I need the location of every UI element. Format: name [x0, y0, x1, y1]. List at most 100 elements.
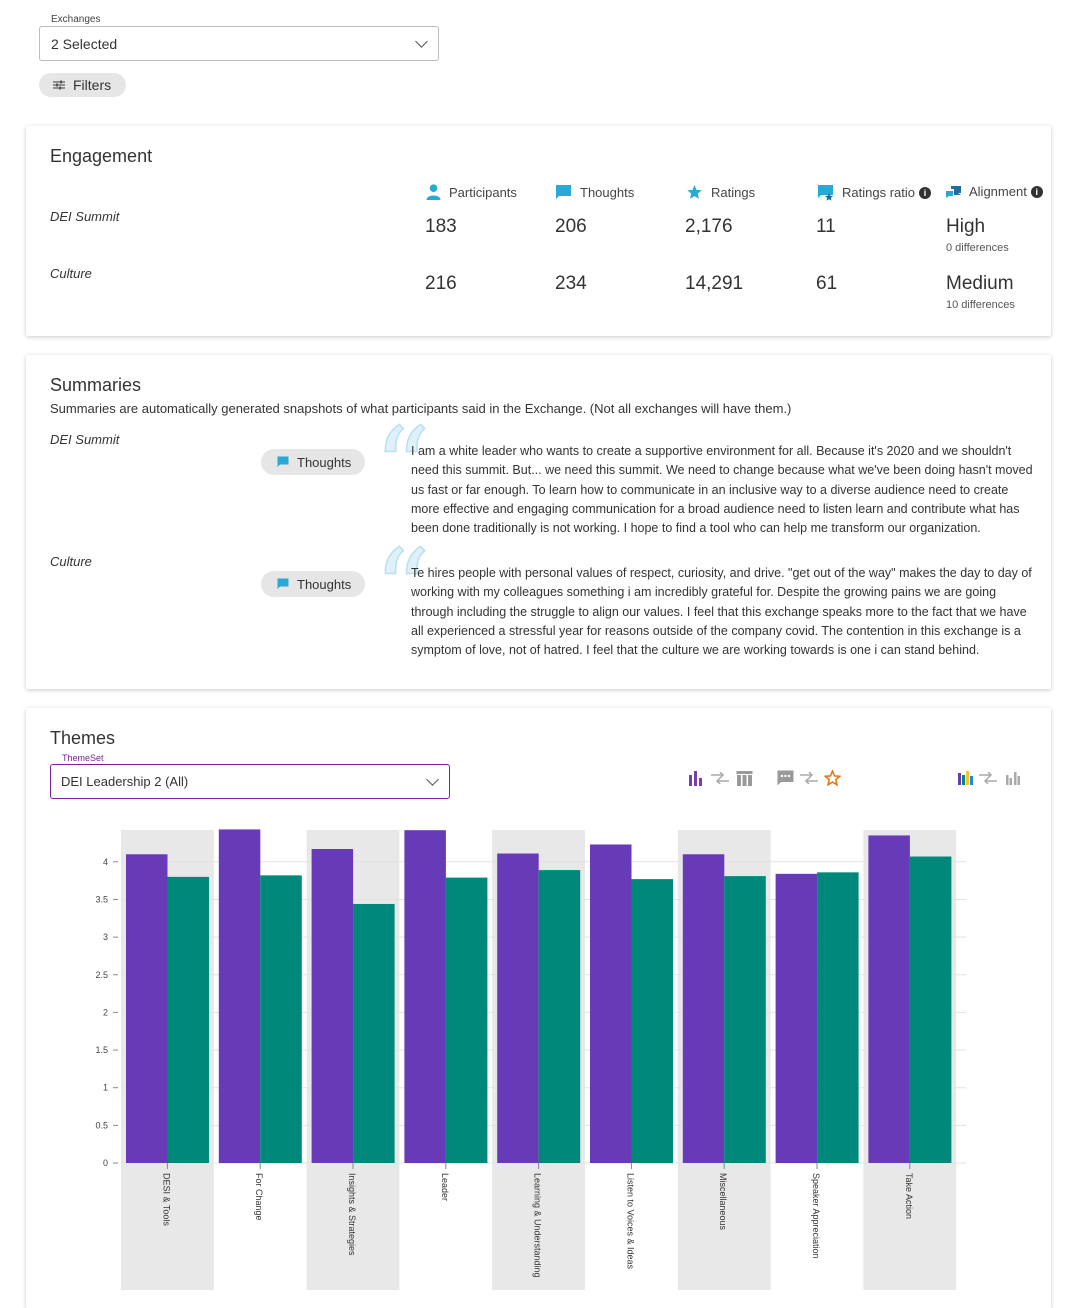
x-tick-label: Leader [440, 1173, 450, 1201]
alignment-header: Alignment i [946, 184, 1043, 199]
summary-line: more effective and engaging communicatio… [411, 501, 1020, 516]
alignment-header-label: Alignment [969, 184, 1027, 199]
x-tick-label: Speaker Appreciation [811, 1173, 821, 1259]
summary-line: symptom of love, not of hatred. I feel t… [411, 643, 980, 658]
compare-arrows-icon[interactable] [979, 772, 997, 784]
summary-line: I am a white leader who wants to create … [411, 444, 1012, 458]
bar-series-1 [497, 853, 539, 1163]
y-tick-label: 2.5 [95, 970, 108, 980]
y-tick-label: 0 [103, 1158, 108, 1168]
alignment-icon [946, 186, 961, 198]
color-bar-chart-icon[interactable] [958, 770, 973, 785]
participants-header-label: Participants [449, 184, 517, 200]
summary-line: us fast or far enough. To learn how to c… [411, 482, 1009, 497]
bar-series-2 [353, 903, 395, 1163]
alignment-value: High [946, 216, 986, 237]
bar-series-2 [909, 856, 952, 1163]
bar-chart-icon[interactable] [688, 770, 704, 786]
summary-line: working with my colleagues something i a… [411, 585, 997, 600]
thoughts-chip[interactable]: Thoughts [261, 449, 365, 475]
bar-series-1 [404, 830, 446, 1163]
bar-series-1 [775, 873, 818, 1163]
y-tick-label: 4 [103, 857, 108, 867]
summary-line: need this summit. But... we need this su… [411, 463, 1033, 478]
summary-line: all experienced a stressful year for rea… [411, 623, 1021, 638]
ratings-ratio-header-label: Ratings ratio [842, 185, 915, 200]
engagement-row-label: Culture [50, 266, 92, 281]
person-icon [426, 184, 441, 200]
ratings-header: Ratings [686, 184, 755, 200]
y-tick-label: 3 [103, 932, 108, 942]
x-tick-label: Take Action [904, 1173, 914, 1219]
ratings-ratio-value: 11 [816, 216, 836, 237]
ratings-value: 14,291 [685, 273, 744, 294]
summary-text: I am a white leader who wants to create … [411, 442, 1033, 538]
x-tick-label: For Change [254, 1173, 264, 1221]
ratio-bubble-icon [818, 185, 833, 201]
x-tick-label: Insights & Strategies [347, 1173, 357, 1256]
bar-series-1 [126, 854, 168, 1163]
filters-button[interactable]: Filters [39, 73, 126, 97]
exchanges-select-box[interactable]: 2 Selected [39, 26, 439, 61]
thoughts-chip[interactable]: Thoughts [261, 571, 365, 597]
info-icon[interactable]: i [918, 186, 931, 199]
bar-series-1 [682, 854, 725, 1163]
summary-line: been done traditionally is not working. … [411, 521, 981, 536]
summaries-title: Summaries [50, 375, 142, 395]
bar-series-1 [590, 844, 632, 1163]
summary-exchange-label: DEI Summit [50, 432, 120, 447]
themeset-select[interactable]: DEI Leadership 2 (All) [50, 764, 450, 799]
x-tick-label: DESI & Tools [161, 1173, 171, 1226]
bar-series-2 [167, 876, 209, 1163]
thoughts-value: 234 [555, 273, 587, 294]
bar-series-2 [817, 872, 859, 1163]
participants-value: 183 [425, 216, 457, 237]
alignment-value: Medium [946, 273, 1014, 294]
star-icon[interactable] [824, 770, 841, 786]
thoughts-chip-label: Thoughts [297, 576, 352, 592]
speech-bubble-icon [277, 578, 289, 589]
exchanges-select-value: 2 Selected [51, 36, 118, 52]
table-icon[interactable] [736, 770, 753, 786]
themes-card: Themes DEI Leadership 2 (All) ThemeSet 0… [26, 708, 1051, 1308]
grouped-bar-icon[interactable] [1006, 770, 1021, 785]
summary-text: Te hires people with personal values of … [411, 564, 1033, 660]
ratings-header-label: Ratings [711, 184, 756, 200]
bar-series-2 [631, 879, 673, 1163]
bar-series-2 [260, 875, 302, 1163]
bar-series-2 [538, 870, 581, 1163]
thoughts-chip-label: Thoughts [297, 454, 352, 470]
thoughts-value: 206 [555, 216, 587, 237]
bar-series-2 [724, 876, 766, 1163]
ratings-ratio-header: Ratings ratio i [817, 184, 931, 201]
quote-icon: “ [373, 404, 431, 532]
bar-series-1 [868, 835, 910, 1163]
thoughts-header: Thoughts [555, 184, 634, 200]
speech-bubble-icon [277, 456, 289, 467]
bar-series-1 [218, 829, 261, 1163]
y-tick-label: 2 [103, 1007, 108, 1017]
ratings-ratio-value: 61 [816, 273, 838, 294]
bar-series-1 [311, 848, 354, 1163]
compare-arrows-icon[interactable] [800, 772, 818, 784]
y-tick-label: 0.5 [95, 1120, 108, 1130]
themeset-select-value: DEI Leadership 2 (All) [61, 774, 189, 789]
exchanges-select[interactable]: 2 Selected [39, 26, 439, 61]
quote-icon: “ [373, 526, 431, 654]
x-tick-label: Learning & Understanding [533, 1173, 543, 1278]
x-tick-label: Miscellaneous [718, 1173, 728, 1231]
engagement-title: Engagement [50, 146, 153, 166]
compare-arrows-icon[interactable] [711, 772, 729, 784]
engagement-row-label: DEI Summit [50, 209, 120, 224]
speech-bubble-icon [556, 185, 571, 199]
differences-count: 0 differences [946, 242, 1009, 254]
summary-line: through including the struggle to align … [411, 604, 1027, 619]
chevron-down-icon [415, 35, 428, 48]
x-tick-label: Listen to Voices & Ideas [625, 1173, 635, 1270]
participants-header: Participants [426, 184, 517, 200]
comment-icon[interactable] [777, 770, 794, 786]
info-icon[interactable]: i [1030, 185, 1043, 198]
participants-value: 216 [425, 273, 457, 294]
sliders-icon [53, 80, 65, 90]
themes-chart: 0 0.5 1 1.5 2 2.5 3 3.5 4 DESI & Tools For Change I… [95, 829, 967, 1290]
